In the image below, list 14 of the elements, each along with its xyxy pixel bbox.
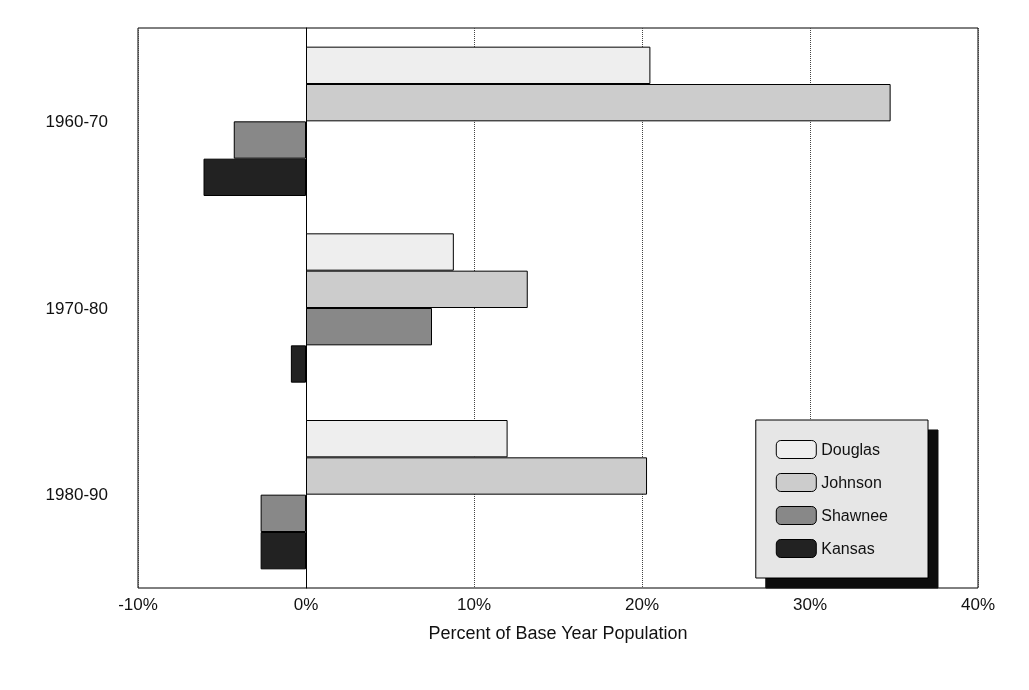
x-tick-label: 20%	[624, 595, 660, 614]
legend-label: Kansas	[821, 540, 875, 557]
legend-label: Johnson	[821, 474, 882, 491]
x-tick-label: 10%	[456, 595, 492, 614]
x-tick-label: -10%	[118, 595, 158, 614]
x-axis-title: Percent of Base Year Population	[428, 623, 688, 643]
legend-label: Shawnee	[821, 507, 889, 524]
y-tick-label: 1960-70	[45, 111, 108, 131]
x-tick-label: 30%	[792, 595, 828, 614]
x-tick-label: 40%	[960, 595, 996, 614]
y-tick-label: 1970-80	[45, 298, 108, 318]
y-tick-label: 1980-90	[45, 485, 108, 505]
legend-label: Douglas	[821, 441, 880, 458]
x-tick-label: 0%	[293, 595, 319, 614]
